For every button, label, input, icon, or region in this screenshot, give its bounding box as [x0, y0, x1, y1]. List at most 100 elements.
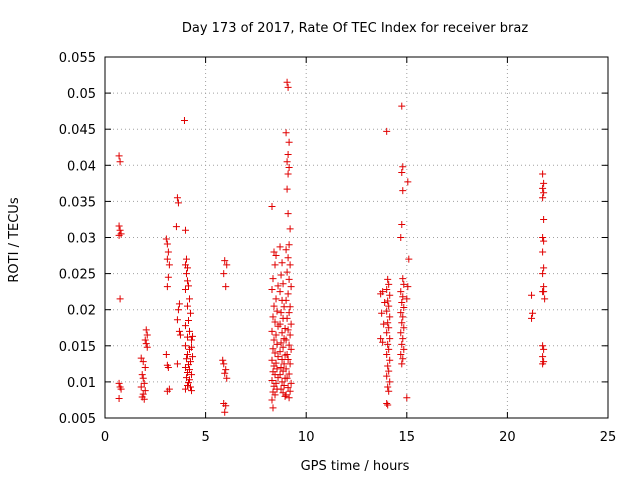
data-point [164, 363, 172, 371]
data-point [269, 313, 277, 321]
y-tick-label: 0.035 [59, 195, 96, 210]
data-point [384, 340, 392, 348]
data-point [283, 158, 291, 166]
data-point [271, 318, 279, 326]
data-point [383, 127, 391, 135]
data-point [280, 382, 288, 390]
data-point [223, 374, 231, 382]
data-point [383, 285, 391, 293]
data-point [220, 270, 228, 278]
data-point [282, 129, 290, 137]
data-point [176, 331, 184, 339]
data-point [115, 152, 123, 160]
data-point [397, 288, 405, 296]
data-point [287, 283, 295, 291]
data-point [280, 360, 288, 368]
data-point [398, 102, 406, 110]
data-point [116, 226, 124, 234]
data-point [270, 362, 278, 370]
data-point [284, 384, 292, 392]
data-point [279, 343, 287, 351]
data-point [269, 404, 277, 412]
data-point [163, 283, 171, 291]
data-point [539, 170, 547, 178]
data-point [175, 327, 183, 335]
data-point [285, 138, 293, 146]
data-point [283, 374, 291, 382]
y-tick-label: 0.05 [67, 87, 96, 102]
data-point [183, 350, 191, 358]
data-point [268, 285, 276, 293]
data-point [283, 268, 291, 276]
data-point [529, 309, 537, 317]
data-point [540, 288, 548, 296]
data-point [184, 317, 192, 325]
data-point [139, 374, 147, 382]
data-point [183, 277, 191, 285]
data-point [183, 302, 191, 310]
x-tick-label: 5 [201, 430, 209, 445]
data-point [141, 387, 149, 395]
data-point [540, 215, 548, 223]
data-point [399, 275, 407, 283]
data-point [143, 331, 151, 339]
data-point [270, 248, 278, 256]
x-tick-label: 25 [600, 430, 617, 445]
data-point [385, 345, 393, 353]
data-point [142, 340, 150, 348]
data-point [184, 361, 192, 369]
data-point [189, 353, 197, 361]
data-point [284, 356, 292, 364]
data-point [278, 356, 286, 364]
data-point [187, 309, 195, 317]
data-point [268, 356, 276, 364]
data-point [386, 313, 394, 321]
data-point [221, 369, 229, 377]
data-point [277, 363, 285, 371]
data-point [272, 295, 280, 303]
data-point [284, 210, 292, 218]
data-point [539, 248, 547, 256]
data-point [399, 293, 407, 301]
data-point [182, 255, 190, 263]
data-point [540, 179, 548, 187]
data-point [404, 178, 412, 186]
data-point [143, 343, 151, 351]
data-point [175, 300, 183, 308]
data-point [282, 296, 290, 304]
data-point [385, 280, 393, 288]
data-point [377, 290, 385, 298]
data-point [184, 379, 192, 387]
data-point [377, 335, 385, 343]
data-point [284, 83, 292, 91]
y-tick-label: 0.025 [59, 268, 96, 283]
data-point [117, 230, 125, 238]
data-point [278, 259, 286, 267]
data-point [284, 254, 292, 262]
data-point [540, 264, 548, 272]
data-point [219, 356, 227, 364]
data-point [184, 282, 192, 290]
data-point [269, 345, 277, 353]
data-point [183, 264, 191, 272]
data-point [386, 291, 394, 299]
data-point [278, 329, 286, 337]
data-point [399, 355, 407, 363]
data-point [141, 363, 149, 371]
data-point [403, 394, 411, 402]
data-point [385, 367, 393, 375]
data-point [137, 354, 145, 362]
data-point [283, 78, 291, 86]
data-point [181, 226, 189, 234]
data-point [539, 353, 547, 361]
data-point [271, 261, 279, 269]
data-point [272, 252, 280, 260]
data-point [189, 332, 197, 340]
data-point [268, 202, 276, 210]
data-point [174, 199, 182, 207]
data-point [282, 246, 290, 254]
grid-lines [105, 57, 608, 418]
data-point [539, 342, 547, 350]
